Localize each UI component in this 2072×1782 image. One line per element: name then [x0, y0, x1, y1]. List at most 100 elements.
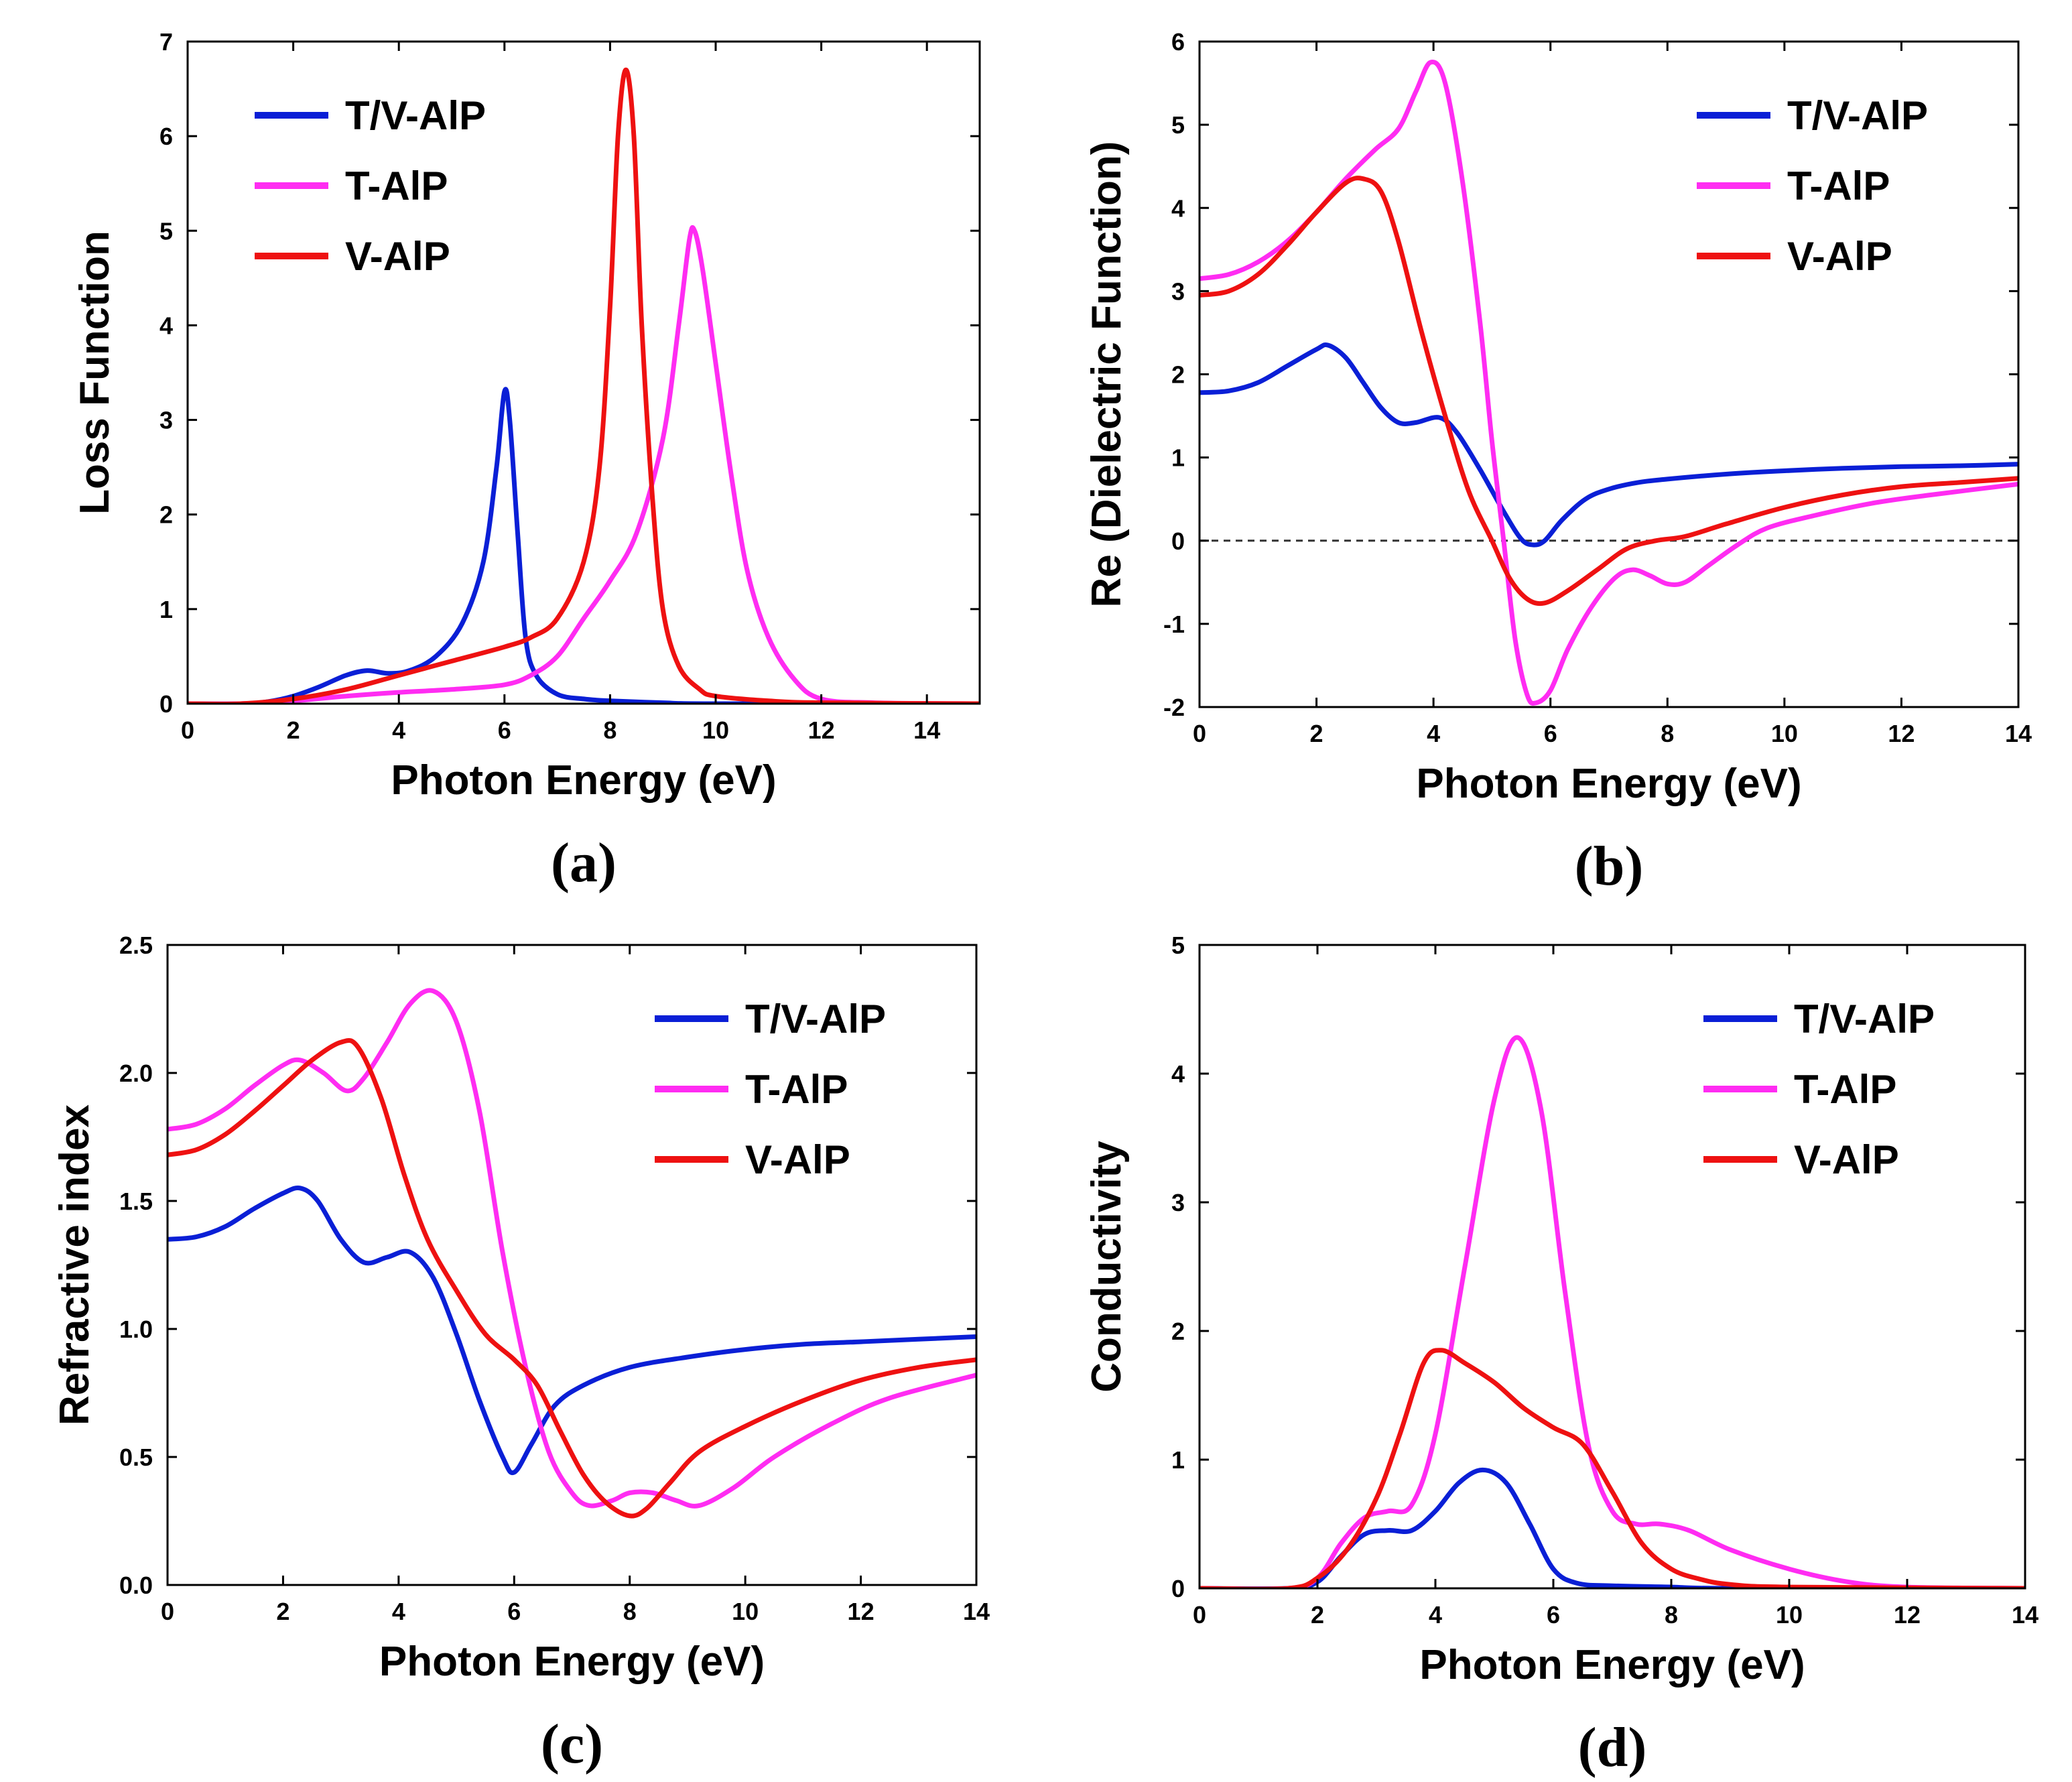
x-tick-label: 8 [1665, 1601, 1678, 1629]
legend-label: T-AlP [745, 1067, 848, 1112]
y-tick-label: 1 [159, 596, 173, 623]
y-tick-label: 1 [1171, 444, 1185, 472]
y-tick-label: 7 [159, 28, 173, 56]
y-tick-label: 0 [159, 690, 173, 718]
y-axis-label: Loss Function [72, 231, 118, 515]
panel-label: (a) [551, 832, 617, 894]
legend: T/V-AlP T-AlP V-AlP [655, 997, 886, 1182]
x-tick-label: 10 [1771, 720, 1798, 747]
x-tick-label: 12 [1894, 1601, 1921, 1629]
x-tick-label: 6 [1547, 1601, 1560, 1629]
y-tick-label: 4 [1171, 194, 1185, 222]
y-tick-label: 0.5 [119, 1444, 153, 1471]
chart-panel-c: 0 2 4 6 8 10 12 14 0.0 0.5 1.0 1.5 2.0 2.5 Photon Ener… [52, 932, 990, 1775]
legend-label: T/V-AlP [1787, 93, 1928, 138]
legend: T/V-AlP T-AlP V-AlP [1697, 93, 1928, 279]
plot-frame [1198, 944, 2026, 1590]
x-tick-label: 4 [1427, 720, 1440, 747]
x-tick-label: 12 [1888, 720, 1915, 747]
y-tick-label: 6 [159, 123, 173, 150]
y-axis-label: Refractive index [52, 1104, 98, 1425]
x-axis-label: Photon Energy (eV) [391, 757, 776, 804]
x-tick-label: 2 [276, 1598, 289, 1625]
series-line-v-alp [188, 67, 980, 704]
y-tick-label: 2.0 [119, 1060, 153, 1087]
y-tick-label: 2.5 [119, 932, 153, 959]
y-tick-label: -1 [1163, 611, 1185, 638]
series-line-t-v-alp [168, 1185, 976, 1476]
x-tick-label: 0 [181, 716, 194, 744]
x-tick-label: 8 [603, 716, 617, 744]
y-tick-label: 0 [1171, 1575, 1185, 1602]
y-tick-label: 0.0 [119, 1572, 153, 1599]
x-tick-label: 6 [1544, 720, 1557, 747]
x-axis-label: Photon Energy (eV) [1419, 1642, 1805, 1688]
x-tick-label: 14 [913, 716, 940, 744]
series-line-t-alp [1200, 60, 2018, 706]
x-tick-label: 14 [2012, 1601, 2038, 1629]
x-axis-label: Photon Energy (eV) [379, 1639, 765, 1685]
y-tick-label: 5 [1171, 111, 1185, 139]
y-tick-label: 4 [1171, 1060, 1185, 1088]
x-tick-label: 4 [392, 716, 405, 744]
legend-label: V-AlP [345, 234, 450, 279]
plot-frame [166, 944, 978, 1586]
series-line-t-alp [188, 225, 980, 704]
legend-label: T/V-AlP [345, 93, 486, 138]
legend-label: V-AlP [1787, 234, 1892, 279]
x-axis-label: Photon Energy (eV) [1416, 761, 1801, 807]
x-tick-label: 4 [1429, 1601, 1442, 1629]
x-tick-label: 4 [392, 1598, 405, 1625]
y-axis-label: Conductivity [1084, 1141, 1130, 1393]
y-tick-label: 1.5 [119, 1188, 153, 1215]
x-tick-label: 2 [287, 716, 300, 744]
y-tick-label: 2 [1171, 1318, 1185, 1345]
y-axis-label: Re (Dielectric Function) [1084, 141, 1130, 608]
x-tick-label: 0 [1193, 720, 1206, 747]
legend-label: T/V-AlP [1794, 997, 1935, 1041]
x-tick-label: 0 [1193, 1601, 1206, 1629]
x-tick-label: 14 [963, 1598, 990, 1625]
panel-label: (b) [1575, 835, 1644, 897]
y-tick-label: 2 [159, 501, 173, 529]
x-tick-label: 14 [2005, 720, 2032, 747]
x-tick-label: 10 [1776, 1601, 1803, 1629]
panel-label: (c) [541, 1713, 603, 1775]
y-tick-label: 5 [1171, 932, 1185, 959]
plot-area [1200, 60, 2018, 706]
x-tick-label: 2 [1311, 1601, 1324, 1629]
series-line-v-alp [1200, 1348, 2025, 1588]
y-tick-label: 3 [1171, 1189, 1185, 1216]
y-tick-label: 1 [1171, 1446, 1185, 1474]
legend-label: T-AlP [345, 164, 448, 208]
x-tick-label: 8 [623, 1598, 637, 1625]
y-tick-label: 1.0 [119, 1316, 153, 1343]
y-tick-label: 6 [1171, 28, 1185, 56]
series-line-t-v-alp [1200, 342, 2018, 548]
x-tick-label: 6 [498, 716, 511, 744]
x-tick-label: 12 [808, 716, 835, 744]
plot-area [188, 67, 980, 704]
x-tick-label: 12 [848, 1598, 875, 1625]
series-line-t-v-alp [188, 387, 980, 704]
legend-label: V-AlP [745, 1137, 850, 1182]
series-line-v-alp [168, 1038, 976, 1519]
y-tick-label: 3 [1171, 277, 1185, 305]
series-line-v-alp [1200, 176, 2018, 607]
x-tick-label: 6 [507, 1598, 521, 1625]
legend: T/V-AlP T-AlP V-AlP [255, 93, 486, 279]
series-line-t-alp [168, 988, 976, 1509]
y-tick-label: 5 [159, 217, 173, 245]
legend: T/V-AlP T-AlP V-AlP [1703, 997, 1935, 1182]
plot-frame [186, 40, 981, 705]
plot-area [168, 988, 976, 1519]
panel-label: (d) [1578, 1716, 1647, 1779]
x-tick-label: 0 [161, 1598, 174, 1625]
y-tick-label: 4 [159, 312, 173, 339]
legend-label: T-AlP [1794, 1067, 1896, 1112]
